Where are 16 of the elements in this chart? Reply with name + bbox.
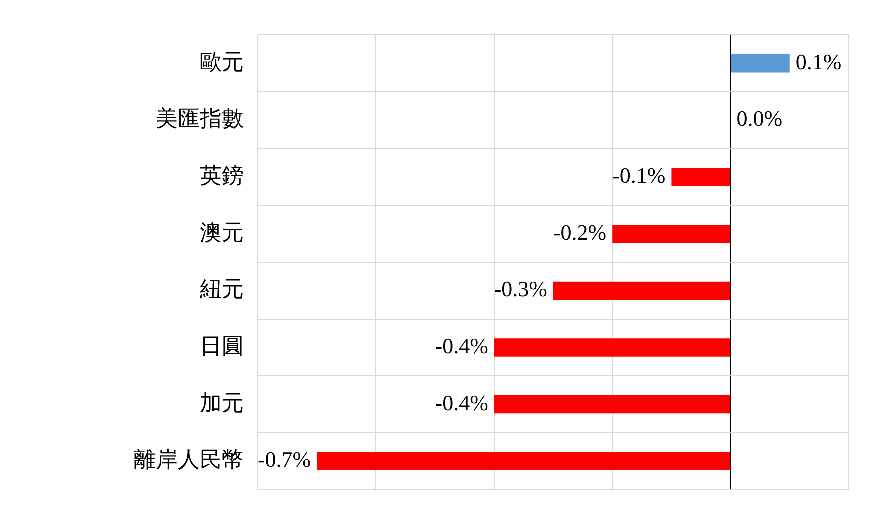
data-label: -0.4% bbox=[435, 334, 488, 359]
y-tick-label: 歐元 bbox=[200, 49, 244, 74]
data-label: -0.7% bbox=[258, 447, 312, 472]
y-tick-label: 紐元 bbox=[199, 276, 244, 302]
data-label: 0.0% bbox=[736, 106, 783, 132]
y-tick-label: 澳元 bbox=[200, 220, 244, 245]
data-label: -0.2% bbox=[553, 220, 607, 245]
y-tick-label: 離岸人民幣 bbox=[134, 447, 244, 472]
y-tick-label: 美匯指數 bbox=[156, 106, 244, 132]
data-label: -0.3% bbox=[494, 276, 548, 302]
y-tick-label: 英鎊 bbox=[200, 163, 244, 188]
data-label: 0.1% bbox=[796, 49, 842, 74]
y-tick-label: 加元 bbox=[200, 390, 244, 416]
y-tick-label: 日圓 bbox=[200, 334, 244, 359]
data-label: -0.1% bbox=[612, 163, 666, 188]
data-label: -0.4% bbox=[435, 390, 488, 416]
